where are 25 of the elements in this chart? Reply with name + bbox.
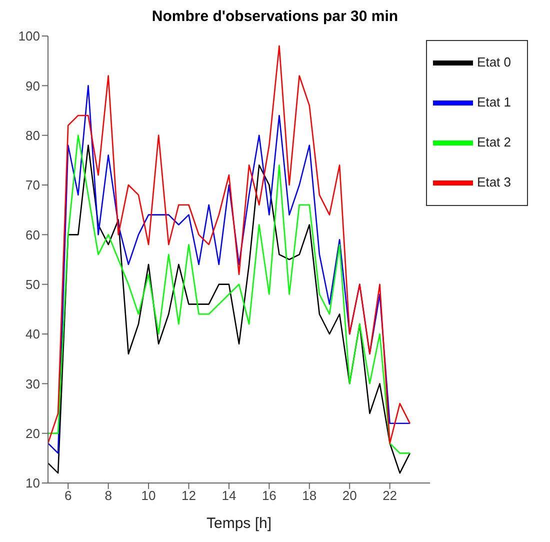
y-tick-label: 100 xyxy=(18,28,40,44)
legend-label: Etat 2 xyxy=(477,134,511,150)
y-tick-label: 60 xyxy=(26,227,40,242)
x-tick-label: 6 xyxy=(64,488,72,504)
legend-label: Etat 3 xyxy=(477,174,511,190)
x-tick-label: 12 xyxy=(182,488,196,504)
x-axis-title: Temps [h] xyxy=(206,515,272,532)
chart-title: Nombre d'observations par 30 min xyxy=(150,8,400,27)
y-tick-label: 50 xyxy=(26,276,40,292)
legend-label: Etat 1 xyxy=(477,94,511,110)
y-tick-label: 10 xyxy=(26,476,40,491)
y-tick-label: 30 xyxy=(26,376,40,392)
x-tick-label: 22 xyxy=(382,488,398,504)
x-tick-label: 10 xyxy=(141,488,156,504)
y-tick-label: 80 xyxy=(26,128,40,143)
y-tick-label: 40 xyxy=(26,326,40,342)
y-tick-label: 90 xyxy=(26,78,40,94)
x-tick-label: 18 xyxy=(302,488,317,504)
y-tick-label: 70 xyxy=(26,178,40,193)
x-tick-label: 8 xyxy=(104,488,112,504)
y-tick-label: 20 xyxy=(26,426,40,441)
x-tick-label: 20 xyxy=(342,488,357,504)
x-tick-label: 16 xyxy=(262,488,276,504)
legend-label: Etat 0 xyxy=(477,54,511,70)
x-tick-label: 14 xyxy=(222,488,236,504)
